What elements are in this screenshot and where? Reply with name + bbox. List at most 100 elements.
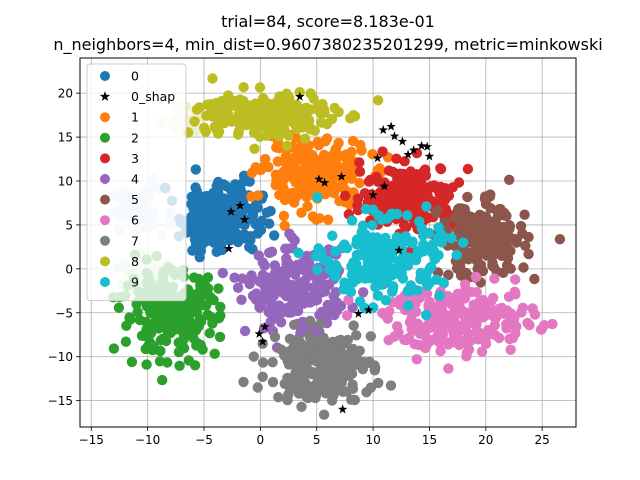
data-point [489,245,500,256]
data-point [384,249,395,260]
data-point [217,267,228,279]
data-point [353,239,365,250]
data-point-star [260,321,270,331]
data-point [186,211,197,222]
data-point [267,376,279,388]
data-point-star [254,328,264,338]
data-point [310,250,322,262]
data-point-star [424,151,435,161]
data-point-star [394,245,404,255]
data-point [347,135,359,147]
data-point-star [422,141,432,151]
data-point [504,174,515,185]
data-point [296,401,307,412]
data-point [407,237,418,248]
data-point [270,169,282,180]
data-point [356,145,367,156]
legend-label: 5 [131,192,139,207]
data-point [380,232,391,244]
data-point [337,150,349,162]
data-point [402,210,413,221]
data-point [389,331,400,342]
data-point [349,264,360,275]
data-point [271,114,282,126]
data-point [272,156,284,167]
data-point [434,290,445,301]
data-point [485,296,497,307]
data-point [369,365,380,376]
data-point [503,291,515,302]
data-point [289,197,300,208]
data-point [320,136,331,147]
data-point [393,182,404,193]
series-9 [293,192,469,321]
data-point [209,195,220,206]
data-point [457,219,468,230]
data-point [282,243,294,254]
data-point [290,282,301,294]
data-point [416,323,427,334]
data-point [524,319,535,331]
data-point [275,304,286,315]
data-point [449,212,460,224]
data-point [174,360,185,371]
data-point [346,146,357,158]
data-point [314,213,325,224]
data-point [354,157,365,168]
data-point [523,248,534,260]
data-point [293,247,304,259]
data-point [238,170,250,181]
data-point [334,181,346,193]
data-point [252,382,263,393]
data-point [363,254,374,265]
data-point-star [239,214,250,224]
data-point [310,356,322,367]
data-point [215,310,226,321]
legend-marker [100,132,110,143]
data-point [443,363,454,374]
data-point [304,330,315,341]
data-point [278,210,290,222]
data-point [194,252,205,263]
data-point [330,271,341,282]
data-point [315,107,326,119]
data-point [406,314,417,326]
y-tick-label: −10 [48,350,73,364]
data-point [345,286,357,298]
data-point [415,273,426,285]
y-tick-label: 10 [58,175,73,189]
data-point [269,122,280,133]
data-point [356,226,367,238]
data-point [438,277,449,288]
data-point-star [379,181,390,191]
data-point [373,377,384,389]
data-point [383,165,395,176]
data-point [391,232,403,243]
data-point-star [389,131,400,141]
data-point [312,137,323,148]
y-tick-label: −5 [55,306,73,320]
data-point [335,300,347,312]
x-tick-label: −5 [195,433,213,447]
data-point [480,191,491,202]
data-point [269,230,280,241]
data-point [244,203,255,214]
data-point [273,131,284,142]
data-point [341,310,353,321]
data-point [303,172,314,184]
series-7 [238,316,397,420]
data-point [433,222,444,233]
data-point [412,285,423,296]
data-point [266,106,277,118]
data-point [387,286,398,297]
data-point [448,337,459,348]
data-point [183,302,194,313]
data-point [367,220,378,231]
data-point [326,113,338,125]
data-point [351,330,362,341]
data-point [510,274,521,285]
data-point [393,172,404,183]
data-point [426,261,437,273]
data-point [198,122,210,133]
data-point [316,117,327,128]
